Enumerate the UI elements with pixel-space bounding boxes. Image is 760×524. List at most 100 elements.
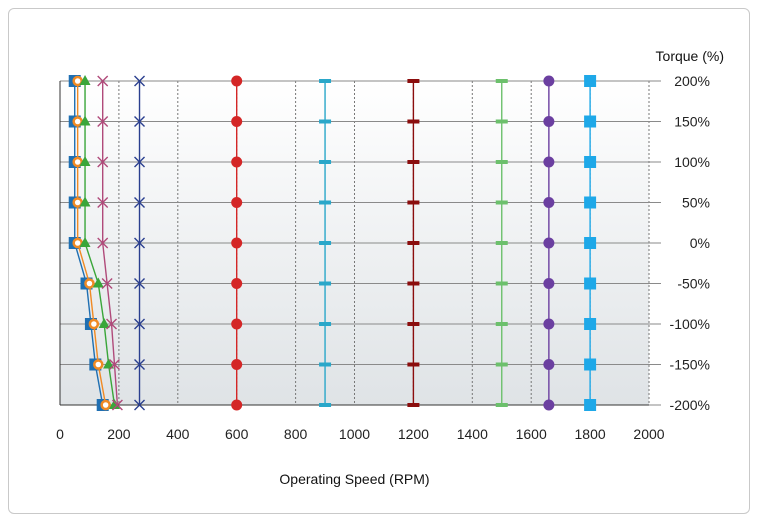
- x-marker: [97, 156, 109, 168]
- y-tick-label: -100%: [670, 316, 710, 332]
- x-tick-label: 1600: [516, 426, 547, 442]
- dash-marker: [407, 241, 420, 245]
- x-marker: [97, 116, 109, 127]
- dash-marker: [319, 322, 332, 326]
- series-8: [407, 79, 420, 407]
- circle-marker: [543, 399, 555, 411]
- circle-marker: [231, 116, 243, 127]
- circle-marker: [543, 156, 555, 168]
- x-marker: [106, 318, 118, 330]
- open-circle-marker: [72, 116, 83, 127]
- y-tick-label: -150%: [670, 357, 710, 373]
- square-marker: [584, 115, 597, 128]
- y-tick-label: 0%: [690, 235, 710, 251]
- square-marker: [584, 237, 597, 249]
- triangle-marker: [79, 156, 91, 166]
- triangle-marker: [98, 318, 110, 328]
- circle-marker: [231, 156, 243, 168]
- circle-marker: [231, 318, 243, 330]
- dash-marker: [495, 119, 508, 124]
- x-tick-label: 1800: [575, 426, 606, 442]
- dash-marker: [319, 362, 332, 367]
- x-marker: [97, 75, 109, 87]
- open-circle-marker: [88, 318, 100, 330]
- open-circle-marker: [84, 278, 95, 289]
- dash-marker: [407, 79, 420, 83]
- dash-marker: [495, 362, 508, 367]
- x-marker: [134, 359, 146, 370]
- dash-marker: [319, 160, 332, 164]
- x-marker: [134, 156, 146, 168]
- square-marker: [584, 358, 597, 371]
- series-5: [134, 75, 146, 411]
- x-marker: [134, 75, 146, 87]
- circle-marker: [543, 75, 555, 87]
- triangle-marker: [79, 75, 91, 85]
- series-10: [543, 75, 555, 411]
- x-marker: [101, 278, 113, 289]
- open-circle-marker: [72, 75, 83, 87]
- dash-marker: [407, 281, 420, 286]
- x-tick-label: 1400: [457, 426, 488, 442]
- circle-marker: [543, 359, 555, 370]
- open-circle-marker: [72, 237, 83, 249]
- triangle-marker: [108, 399, 120, 409]
- series-11: [584, 75, 597, 411]
- circle-marker: [231, 399, 243, 411]
- x-marker: [134, 116, 146, 127]
- square-marker: [584, 318, 597, 330]
- dash-marker: [407, 322, 420, 326]
- square-marker: [584, 399, 597, 411]
- circle-marker: [543, 116, 555, 127]
- x-marker: [134, 318, 146, 330]
- square-marker: [584, 196, 597, 209]
- x-axis-title: Operating Speed (RPM): [279, 471, 429, 487]
- circle-marker: [543, 318, 555, 330]
- dash-marker: [495, 200, 508, 205]
- x-tick-label: 1000: [339, 426, 370, 442]
- circle-marker: [231, 237, 243, 249]
- series-6: [231, 75, 243, 411]
- series-9: [495, 79, 508, 407]
- circle-marker: [231, 75, 243, 87]
- x-tick-label: 600: [225, 426, 249, 442]
- y-tick-label: 200%: [674, 73, 710, 89]
- x-tick-label: 1200: [398, 426, 429, 442]
- x-marker: [134, 197, 146, 208]
- x-tick-label: 400: [166, 426, 190, 442]
- series-7: [319, 79, 332, 407]
- series-group: [68, 75, 597, 411]
- y-axis-title: Torque (%): [656, 48, 724, 64]
- dash-marker: [319, 79, 332, 83]
- series-4: [97, 75, 123, 411]
- dash-marker: [495, 403, 508, 407]
- open-circle-marker: [100, 399, 111, 411]
- circle-marker: [231, 197, 243, 208]
- y-tick-label: 100%: [674, 154, 710, 170]
- x-marker: [111, 399, 123, 411]
- dash-marker: [319, 403, 332, 407]
- dash-marker: [407, 119, 420, 124]
- y-tick-label: -50%: [677, 276, 710, 292]
- dash-marker: [319, 281, 332, 286]
- dash-marker: [407, 362, 420, 367]
- x-tick-label: 800: [284, 426, 308, 442]
- y-tick-label: 150%: [674, 114, 710, 130]
- open-circle-marker: [72, 197, 83, 208]
- x-tick-label: 0: [56, 426, 64, 442]
- series-3: [79, 75, 120, 409]
- open-circle-marker: [72, 156, 83, 168]
- triangle-marker: [103, 358, 115, 369]
- tick-labels: 0 200 400 600 800 1000 1200 1400 1600 1800 2000 -20…: [56, 73, 710, 442]
- dash-marker: [495, 79, 508, 83]
- x-marker: [134, 278, 146, 289]
- dash-marker: [495, 160, 508, 164]
- x-tick-label: 2000: [633, 426, 664, 442]
- x-marker: [108, 359, 120, 370]
- dash-marker: [495, 281, 508, 286]
- dash-marker: [407, 403, 420, 407]
- x-marker: [134, 237, 146, 249]
- x-marker: [134, 399, 146, 411]
- square-marker: [584, 277, 597, 290]
- dash-marker: [319, 119, 332, 124]
